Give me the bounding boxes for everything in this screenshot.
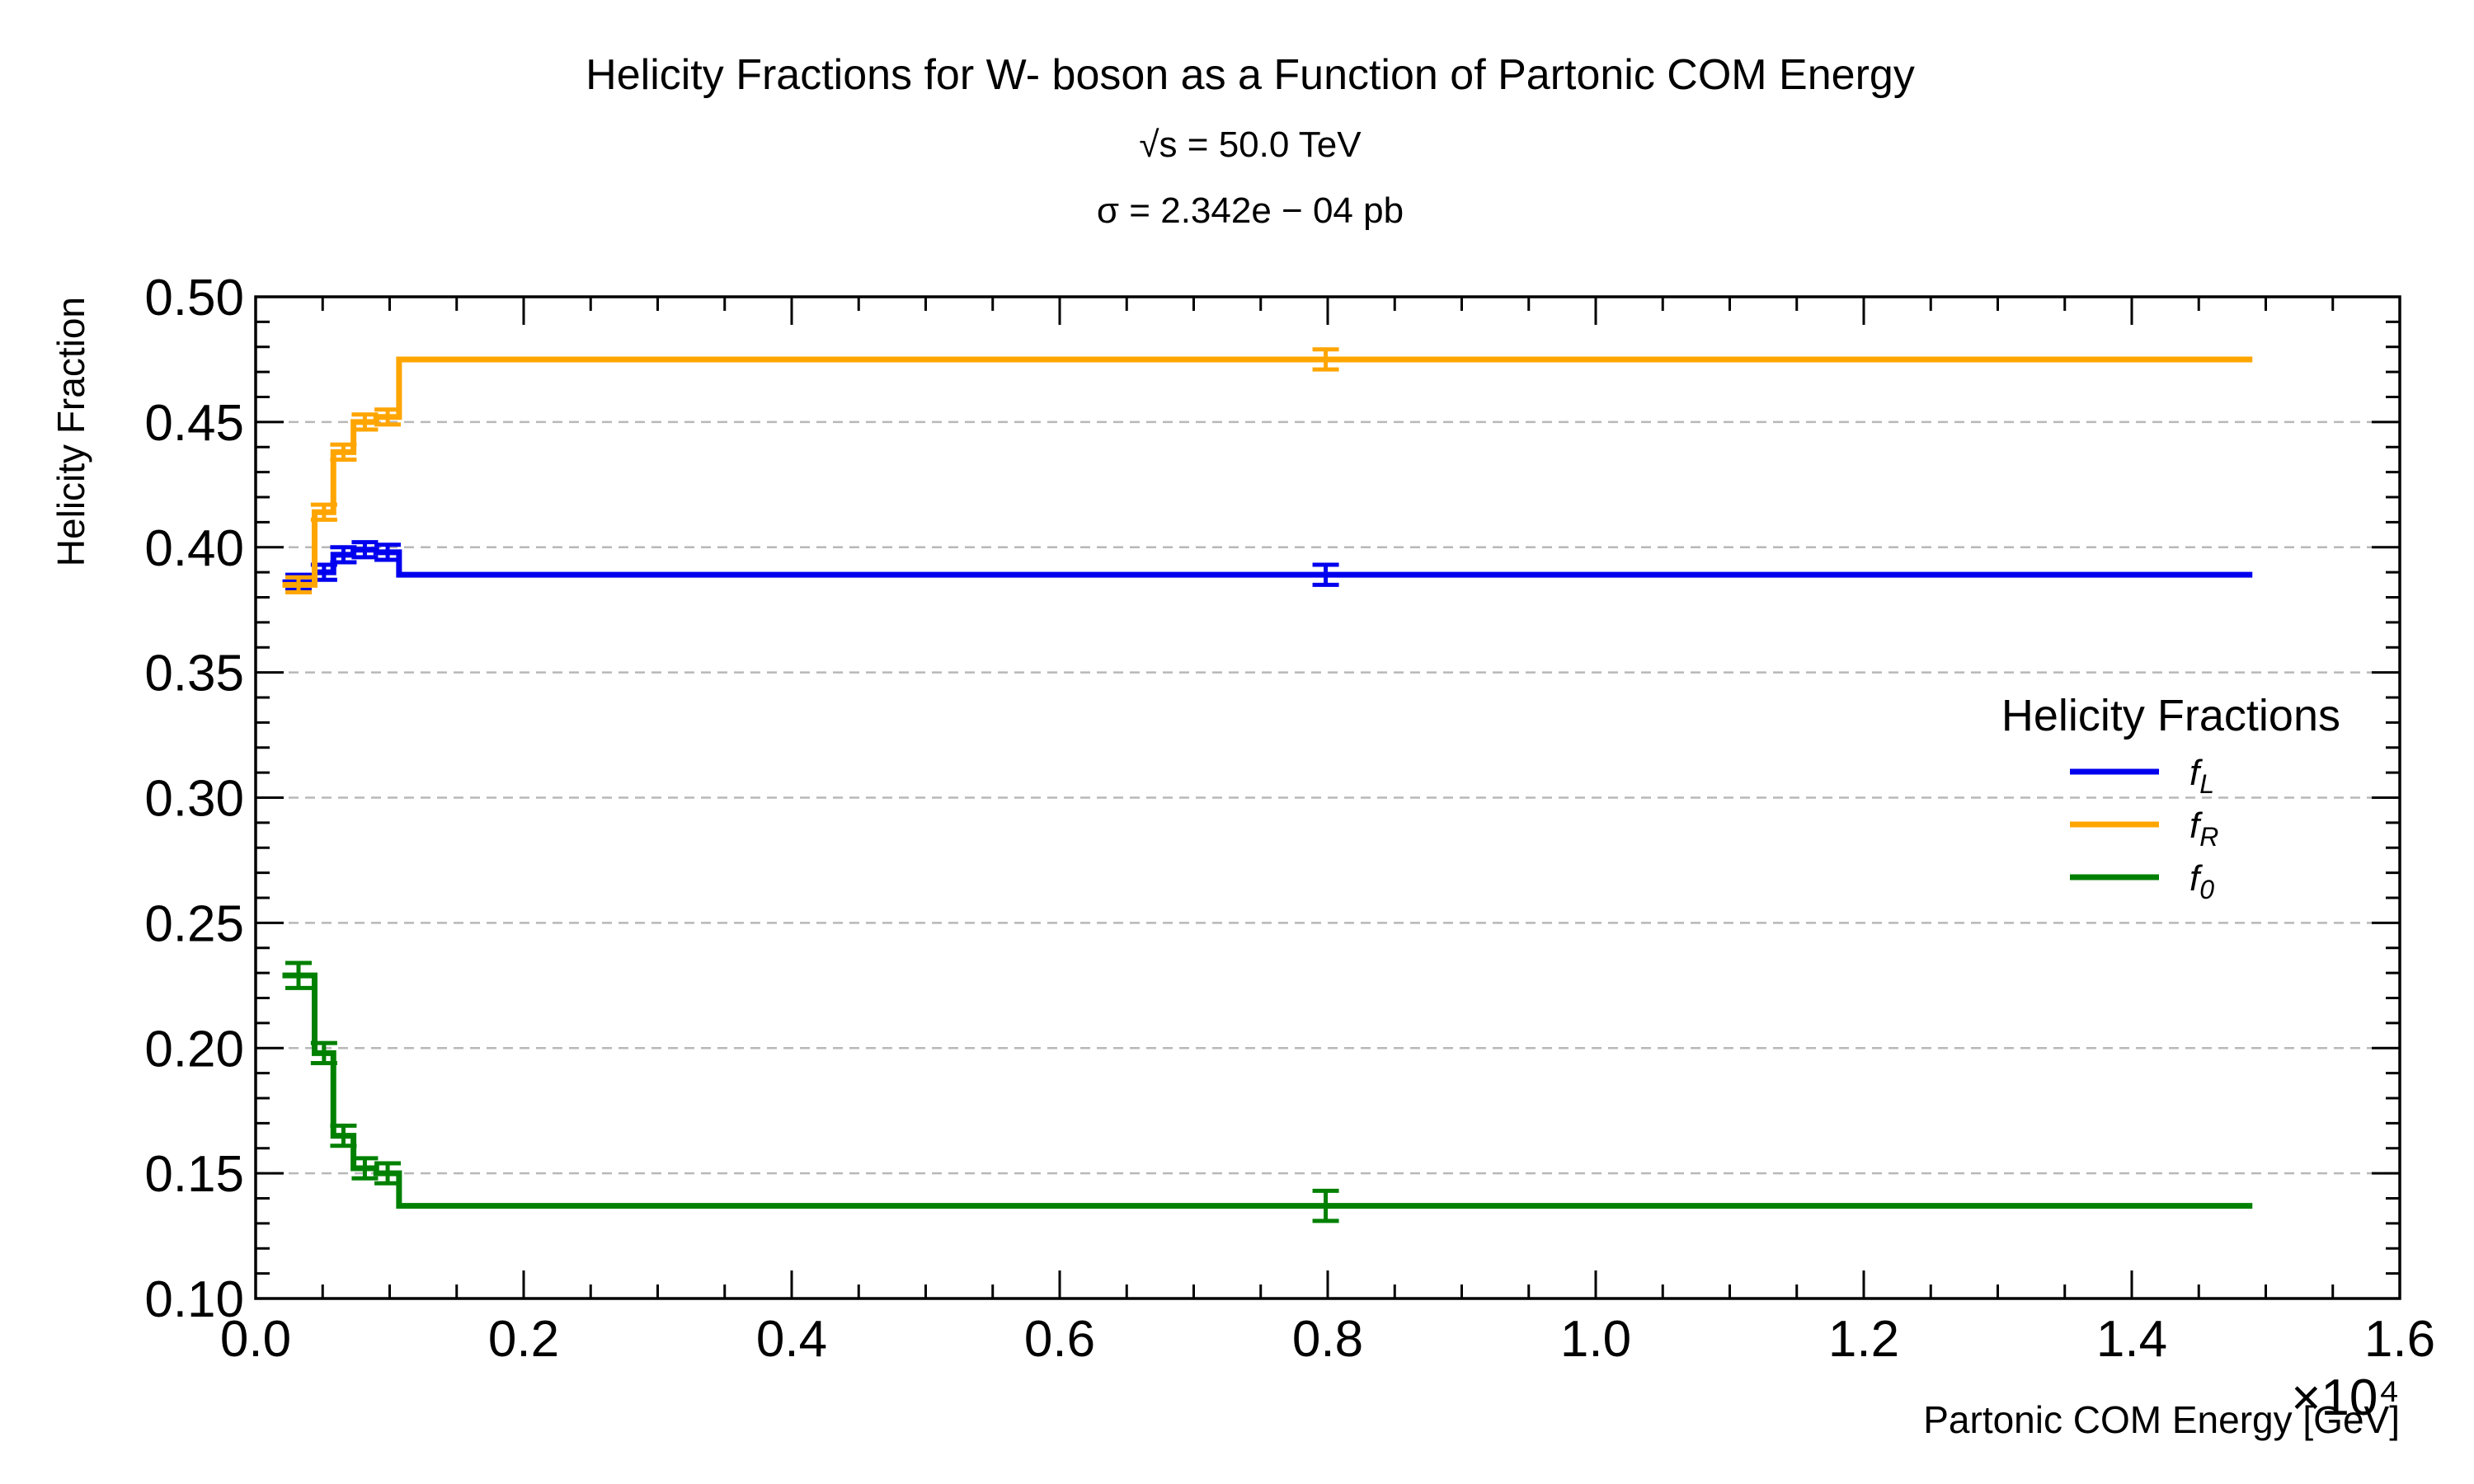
x-tick-label: 1.4 <box>2096 1311 2167 1368</box>
axis-ticks <box>254 295 2401 1300</box>
y-tick-label: 0.50 <box>144 270 244 326</box>
y-tick-label: 0.15 <box>144 1146 244 1203</box>
series-line-f_R <box>282 356 2253 588</box>
y-tick-label: 0.20 <box>144 1021 244 1078</box>
y-tick-label: 0.35 <box>144 646 244 702</box>
chart-subtitle-sigma: σ = 2.342e − 04 pb <box>1097 190 1404 231</box>
x-tick-label: 0.6 <box>1024 1311 1095 1368</box>
y-axis-label: Helicity Fraction <box>49 297 92 566</box>
x-tick-label: 1.6 <box>2364 1311 2435 1368</box>
series-group <box>282 347 2253 1223</box>
x-tick-label: 0.2 <box>488 1311 559 1368</box>
legend-subscript: L <box>2199 769 2214 799</box>
legend: Helicity Fractions fL fR f0 <box>2001 691 2340 904</box>
gridlines <box>256 420 2400 1175</box>
y-tick-label: 0.30 <box>144 771 244 828</box>
x-axis-label: Partonic COM Energy [GeV] <box>1923 1398 2400 1441</box>
legend-label-f_L: fL <box>2189 753 2214 799</box>
y-tick-label: 0.45 <box>144 395 244 452</box>
legend-title: Helicity Fractions <box>2001 691 2340 740</box>
x-tick-label: 1.2 <box>1828 1311 1899 1368</box>
x-axis-multiplier: ×10⁴ <box>2291 1369 2400 1426</box>
tick-labels: 0.100.150.200.250.300.350.400.450.500.0 0… <box>144 270 2435 1368</box>
series-line-f_L <box>282 547 2253 585</box>
legend-subscript: 0 <box>2199 875 2214 904</box>
chart-title: Helicity Fractions for W- boson as a Fun… <box>586 51 1915 99</box>
x-tick-label: 0.0 <box>220 1311 291 1368</box>
x-tick-label: 0.4 <box>756 1311 827 1368</box>
y-tick-label: 0.25 <box>144 895 244 952</box>
y-tick-label: 0.10 <box>144 1271 244 1328</box>
y-tick-label: 0.40 <box>144 520 244 577</box>
x-tick-label: 1.0 <box>1560 1311 1631 1368</box>
chart-subtitle-energy: √s = 50.0 TeV <box>1139 124 1362 165</box>
legend-label-f_R: fR <box>2189 805 2218 852</box>
legend-subscript: R <box>2199 822 2218 852</box>
series-line-f_0 <box>282 972 2253 1209</box>
legend-label-f_0: f0 <box>2189 858 2214 904</box>
x-tick-label: 0.8 <box>1292 1311 1363 1368</box>
